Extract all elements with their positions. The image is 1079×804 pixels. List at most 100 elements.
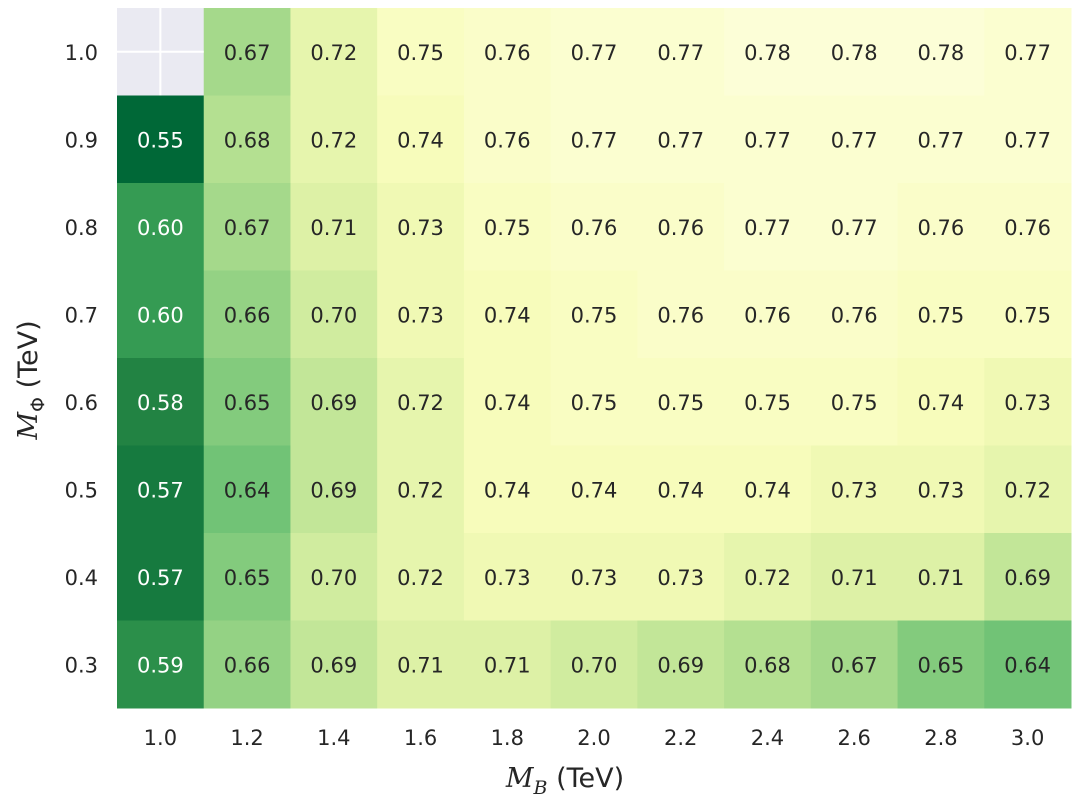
heatmap-cell bbox=[724, 445, 812, 534]
heatmap-cell bbox=[637, 95, 725, 184]
heatmap-cell-label: 0.76 bbox=[657, 303, 704, 327]
heatmap-cell bbox=[984, 533, 1072, 621]
heatmap-cell-label: 0.69 bbox=[310, 653, 357, 677]
heatmap-cell bbox=[377, 8, 465, 96]
x-tick-label: 1.2 bbox=[230, 726, 263, 750]
heatmap-cell bbox=[724, 8, 812, 96]
heatmap-cell-label: 0.75 bbox=[484, 216, 531, 240]
heatmap-cell-label: 0.75 bbox=[657, 391, 704, 415]
heatmap-cell bbox=[810, 358, 899, 446]
heatmap-cell bbox=[290, 533, 378, 621]
y-axis-tick-labels: 1.0 0.9 0.8 0.7 0.6 0.5 0.4 0.3 bbox=[65, 41, 98, 678]
x-tick-label: 1.0 bbox=[144, 726, 177, 750]
heatmap-cell-label: 0.75 bbox=[831, 391, 878, 415]
heatmap-cell bbox=[117, 270, 205, 359]
heatmap-cell bbox=[117, 620, 205, 709]
heatmap-cell-label: 0.77 bbox=[831, 216, 878, 240]
x-tick-label: 2.0 bbox=[577, 726, 610, 750]
heatmap-cell bbox=[550, 95, 638, 184]
heatmap-cell bbox=[290, 358, 378, 446]
heatmap-cell-label: 0.75 bbox=[744, 391, 791, 415]
y-tick-label: 0.7 bbox=[65, 303, 98, 327]
heatmap-cell bbox=[203, 620, 291, 709]
heatmap-cell-label: 0.77 bbox=[1004, 128, 1051, 152]
heatmap-cell bbox=[724, 620, 812, 709]
heatmap-cell-label: 0.76 bbox=[831, 303, 878, 327]
heatmap-cell-label: 0.71 bbox=[310, 216, 357, 240]
heatmap-cell-label: 0.73 bbox=[657, 566, 704, 590]
heatmap-cell-label: 0.74 bbox=[571, 478, 618, 502]
heatmap-cell-label: 0.71 bbox=[397, 653, 444, 677]
heatmap-cell-label: 0.78 bbox=[744, 41, 791, 65]
heatmap-cell bbox=[810, 270, 899, 359]
heatmap-cell bbox=[637, 8, 725, 96]
x-tick-label: 2.2 bbox=[664, 726, 697, 750]
heatmap-cell-labels: 0.67 0.72 0.75 0.76 0.77 0.77 0.78 0.78 0.78 0.77… bbox=[137, 41, 1051, 678]
heatmap-cell-label: 0.66 bbox=[224, 303, 271, 327]
heatmap-cell bbox=[897, 620, 985, 709]
heatmap-cell bbox=[290, 270, 378, 359]
heatmap-cell bbox=[810, 533, 899, 621]
heatmap-cell-label: 0.73 bbox=[918, 478, 965, 502]
heatmap-cell-label: 0.74 bbox=[918, 391, 965, 415]
heatmap-cell-label: 0.64 bbox=[1004, 653, 1051, 677]
heatmap-cell-label: 0.64 bbox=[224, 478, 271, 502]
heatmap-cell-label: 0.65 bbox=[918, 653, 965, 677]
heatmap-cell bbox=[290, 8, 378, 96]
missing-cell-gridlines bbox=[117, 8, 204, 96]
heatmap-cell bbox=[290, 620, 378, 709]
heatmap-cell-label: 0.76 bbox=[1004, 216, 1051, 240]
heatmap-cell bbox=[290, 95, 378, 184]
heatmap-cell bbox=[203, 445, 291, 534]
y-tick-label: 0.8 bbox=[65, 216, 98, 240]
heatmap-cell bbox=[550, 8, 638, 96]
heatmap-cell bbox=[463, 270, 552, 359]
heatmap-cell-label: 0.76 bbox=[918, 216, 965, 240]
heatmap-cell bbox=[724, 95, 812, 184]
heatmap-cell-label: 0.55 bbox=[137, 128, 184, 152]
heatmap-cell-label: 0.75 bbox=[1004, 303, 1051, 327]
heatmap-cell bbox=[377, 533, 465, 621]
heatmap-cell-label: 0.77 bbox=[918, 128, 965, 152]
heatmap-cell-label: 0.66 bbox=[224, 653, 271, 677]
heatmap-cell-label: 0.73 bbox=[397, 216, 444, 240]
heatmap-cell bbox=[724, 533, 812, 621]
heatmap-cell-label: 0.71 bbox=[484, 653, 531, 677]
heatmap-cell bbox=[117, 95, 205, 184]
heatmap-cell-label: 0.73 bbox=[397, 303, 444, 327]
heatmap-cell bbox=[463, 95, 552, 184]
heatmap-cell bbox=[637, 620, 725, 709]
heatmap-cell-label: 0.71 bbox=[831, 566, 878, 590]
heatmap-cell bbox=[203, 183, 291, 271]
heatmap-cell bbox=[810, 183, 899, 271]
heatmap-cell bbox=[984, 358, 1072, 446]
heatmap-cell-label: 0.70 bbox=[310, 303, 357, 327]
y-tick-label: 0.4 bbox=[65, 566, 98, 590]
heatmap-cell bbox=[724, 358, 812, 446]
heatmap-cell-label: 0.68 bbox=[744, 653, 791, 677]
heatmap-cell bbox=[810, 620, 899, 709]
heatmap-cells bbox=[117, 8, 1072, 709]
heatmap-cell-label: 0.72 bbox=[1004, 478, 1051, 502]
x-tick-label: 2.6 bbox=[837, 726, 870, 750]
heatmap-cell-label: 0.73 bbox=[831, 478, 878, 502]
heatmap-cell-label: 0.73 bbox=[484, 566, 531, 590]
heatmap-cell-label: 0.77 bbox=[571, 128, 618, 152]
heatmap-cell bbox=[117, 358, 205, 446]
heatmap-cell-label: 0.71 bbox=[918, 566, 965, 590]
heatmap-cell-label: 0.72 bbox=[310, 41, 357, 65]
heatmap-cell-label: 0.69 bbox=[657, 653, 704, 677]
heatmap-cell bbox=[117, 533, 205, 621]
y-tick-label: 0.3 bbox=[65, 653, 98, 677]
heatmap-cell-label: 0.75 bbox=[571, 391, 618, 415]
heatmap-cell-label: 0.69 bbox=[310, 391, 357, 415]
heatmap-cell-label: 0.70 bbox=[310, 566, 357, 590]
heatmap-cell bbox=[463, 533, 552, 621]
heatmap-cell-label: 0.77 bbox=[1004, 41, 1051, 65]
heatmap-cell-label: 0.59 bbox=[137, 653, 184, 677]
heatmap-cell-label: 0.74 bbox=[397, 128, 444, 152]
heatmap-cell bbox=[810, 95, 899, 184]
heatmap-cell bbox=[810, 445, 899, 534]
heatmap-cell bbox=[984, 95, 1072, 184]
heatmap-cell-label: 0.74 bbox=[657, 478, 704, 502]
